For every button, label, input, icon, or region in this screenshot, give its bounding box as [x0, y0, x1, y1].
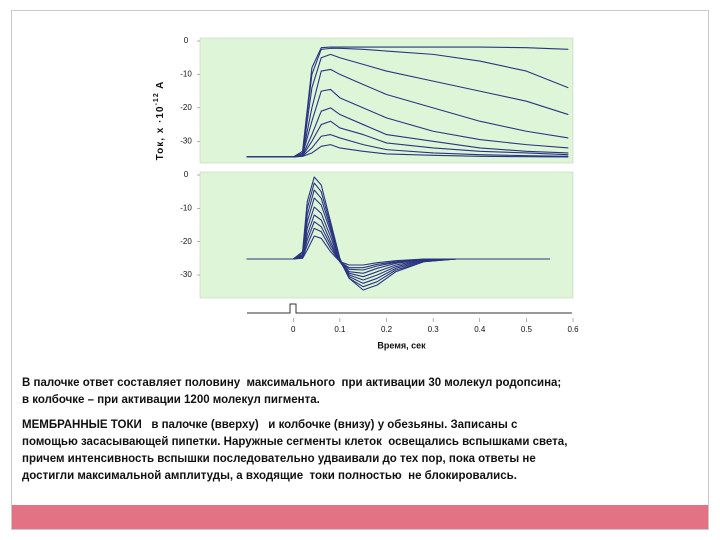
slide-frame	[11, 10, 709, 530]
y-axis-label-exponent: -12	[153, 92, 160, 105]
y-tick-label: 0	[184, 170, 189, 179]
x-tick-label: 0.1	[334, 325, 346, 334]
note-line: МЕМБРАННЫЕ ТОКИ в палочке (вверху) и кол…	[22, 419, 518, 431]
x-tick-label: 0.5	[521, 325, 533, 334]
note-line: достигли максимальной амплитуды, а входя…	[22, 470, 517, 482]
y-axis-label-text: Ток, x ·10	[155, 105, 166, 160]
y-tick-label: -20	[180, 103, 192, 112]
y-tick-label: -30	[180, 270, 192, 279]
y-axis-label: Ток, x ·10-12 A	[153, 81, 166, 161]
y-tick-label: -10	[180, 70, 192, 79]
x-tick-label: 0.2	[381, 325, 393, 334]
y-tick-label: 0	[184, 36, 189, 45]
x-tick-label: 0.3	[428, 325, 440, 334]
trace	[246, 144, 569, 158]
y-tick-label: -30	[180, 136, 192, 145]
y-tick-label: -10	[180, 203, 192, 212]
note-line: помощью засасывающей пипетки. Наружные с…	[22, 436, 567, 448]
x-axis-label: Время, сек	[377, 340, 426, 350]
x-tick-label: 0.6	[567, 325, 579, 334]
plot-area	[199, 171, 574, 299]
note-line: причем интенсивность вспышки последовате…	[22, 453, 536, 465]
note-line: в колбочке – при активации 1200 молекул …	[22, 394, 320, 406]
stimulus-trace	[247, 303, 572, 314]
y-tick-label: -20	[180, 237, 192, 246]
chart: 0 -10 -20 -30 0 0.1 0.2 0.3 0.4 0.5 0.6 Время, сек	[180, 170, 579, 350]
note-line: В палочке ответ составляет половину макс…	[22, 377, 561, 389]
y-axis-label-unit: A	[155, 81, 166, 93]
chart: 0 -10 -20 -30 Ток, x ·10-12 A	[153, 36, 574, 164]
x-tick-label: 0	[291, 325, 296, 334]
notes: В палочке ответ составляет половину макс…	[22, 377, 567, 482]
footer-bar	[12, 505, 708, 529]
x-tick-label: 0.4	[474, 325, 486, 334]
trace	[246, 235, 550, 266]
plot-area	[199, 37, 574, 164]
